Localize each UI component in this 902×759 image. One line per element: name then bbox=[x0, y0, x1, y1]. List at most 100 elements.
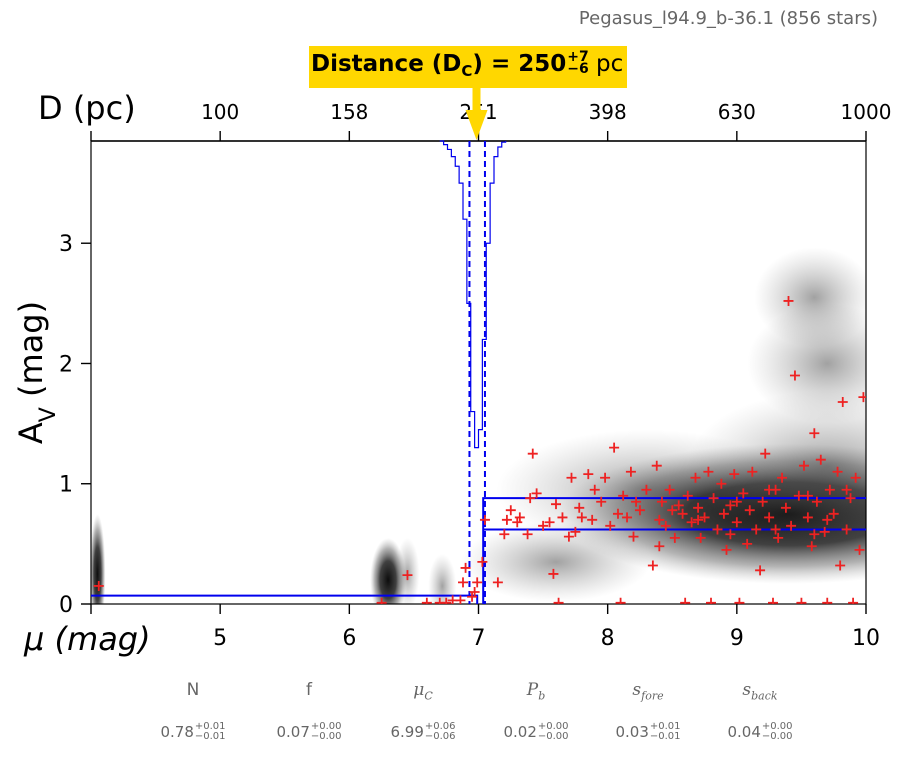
data-point bbox=[583, 469, 594, 480]
data-point bbox=[686, 517, 697, 528]
data-point bbox=[695, 532, 706, 543]
density-blob bbox=[91, 513, 106, 604]
data-point bbox=[654, 514, 665, 525]
data-point bbox=[647, 560, 658, 571]
x-tick-label: 5 bbox=[213, 626, 227, 651]
data-point bbox=[538, 520, 549, 531]
data-point bbox=[660, 520, 671, 531]
foreground-model-line bbox=[91, 594, 479, 604]
data-point bbox=[721, 544, 732, 555]
data-point bbox=[613, 508, 623, 519]
y-tick-label: 0 bbox=[59, 593, 73, 618]
data-point bbox=[716, 478, 727, 489]
param-value: 0.78 +0.01 −0.01 bbox=[160, 721, 226, 742]
x-tick-label: 10 bbox=[852, 626, 880, 651]
x-tick-label: 7 bbox=[472, 626, 486, 651]
y-tick-label: 3 bbox=[59, 232, 73, 257]
data-point bbox=[768, 597, 778, 604]
data-point bbox=[809, 428, 820, 439]
data-point bbox=[802, 512, 813, 523]
data-point bbox=[93, 580, 104, 591]
data-point bbox=[777, 472, 788, 483]
data-point bbox=[824, 484, 835, 495]
data-point bbox=[760, 448, 771, 459]
data-point bbox=[574, 502, 585, 513]
param-name: sfore bbox=[632, 680, 664, 703]
x-tick-label: 6 bbox=[342, 626, 356, 651]
data-point bbox=[628, 531, 639, 542]
data-point bbox=[744, 505, 755, 516]
top-tick-label: 158 bbox=[330, 100, 368, 124]
data-point bbox=[525, 493, 536, 504]
y-tick-label: 2 bbox=[59, 352, 73, 377]
data-point bbox=[747, 466, 758, 477]
density-blob bbox=[747, 303, 866, 424]
data-point bbox=[472, 577, 483, 588]
data-point bbox=[783, 295, 794, 306]
data-point bbox=[815, 454, 826, 465]
background-model-upper bbox=[482, 497, 866, 604]
data-point bbox=[845, 493, 856, 504]
data-point bbox=[682, 490, 693, 501]
param-value: 6.99 +0.06 −0.06 bbox=[390, 721, 456, 742]
data-point bbox=[669, 532, 680, 543]
data-points bbox=[93, 295, 866, 604]
param-name: μC bbox=[413, 680, 433, 703]
data-point bbox=[479, 514, 490, 525]
data-point bbox=[828, 508, 839, 519]
distance-label: Distance (D bbox=[311, 51, 462, 77]
distance-value: ) = 250 bbox=[472, 51, 567, 77]
data-point bbox=[725, 500, 736, 511]
data-point bbox=[809, 529, 820, 540]
data-point bbox=[469, 586, 480, 597]
param-name: sback bbox=[742, 680, 778, 703]
data-point bbox=[618, 490, 629, 501]
data-point bbox=[531, 488, 542, 499]
y-tick-label: 1 bbox=[59, 473, 73, 498]
data-point bbox=[799, 460, 809, 471]
density-heatmap bbox=[91, 247, 866, 604]
data-point bbox=[822, 514, 833, 525]
data-point bbox=[376, 597, 387, 604]
distance-error-minus: −6 bbox=[567, 60, 589, 77]
top-tick-label: 1000 bbox=[841, 100, 892, 124]
data-point bbox=[499, 529, 510, 540]
data-point bbox=[441, 597, 452, 604]
data-point bbox=[858, 392, 866, 403]
data-point bbox=[477, 556, 488, 567]
data-point bbox=[706, 597, 716, 604]
data-point bbox=[548, 568, 559, 579]
data-point bbox=[718, 508, 729, 519]
data-point bbox=[773, 532, 784, 543]
top-tick-label: 398 bbox=[589, 100, 627, 124]
data-point bbox=[680, 597, 691, 604]
data-point bbox=[770, 524, 781, 535]
data-point bbox=[402, 570, 413, 581]
data-point bbox=[764, 512, 775, 523]
distance-error: +7 −6 bbox=[567, 48, 589, 77]
data-point bbox=[501, 514, 512, 525]
distance-error-plus: +7 bbox=[567, 48, 589, 65]
density-blob bbox=[428, 553, 457, 604]
data-point bbox=[734, 597, 745, 604]
param-value: 0.03 +0.01 −0.01 bbox=[615, 721, 681, 742]
data-point bbox=[755, 565, 766, 576]
data-point bbox=[841, 484, 852, 495]
data-point bbox=[634, 505, 645, 516]
data-point bbox=[703, 466, 714, 477]
data-point bbox=[811, 496, 822, 507]
data-point bbox=[729, 469, 740, 480]
data-point bbox=[460, 562, 471, 573]
data-point bbox=[455, 595, 466, 604]
data-point bbox=[622, 512, 633, 523]
data-point bbox=[850, 472, 861, 483]
data-point bbox=[587, 514, 598, 525]
distance-arrow-shaft bbox=[472, 80, 481, 112]
data-point bbox=[731, 517, 742, 528]
distance-arrow-head bbox=[465, 110, 488, 140]
data-point bbox=[780, 502, 791, 513]
data-point bbox=[551, 499, 561, 510]
data-point bbox=[544, 517, 555, 528]
data-point bbox=[712, 524, 723, 535]
data-point bbox=[421, 597, 432, 604]
